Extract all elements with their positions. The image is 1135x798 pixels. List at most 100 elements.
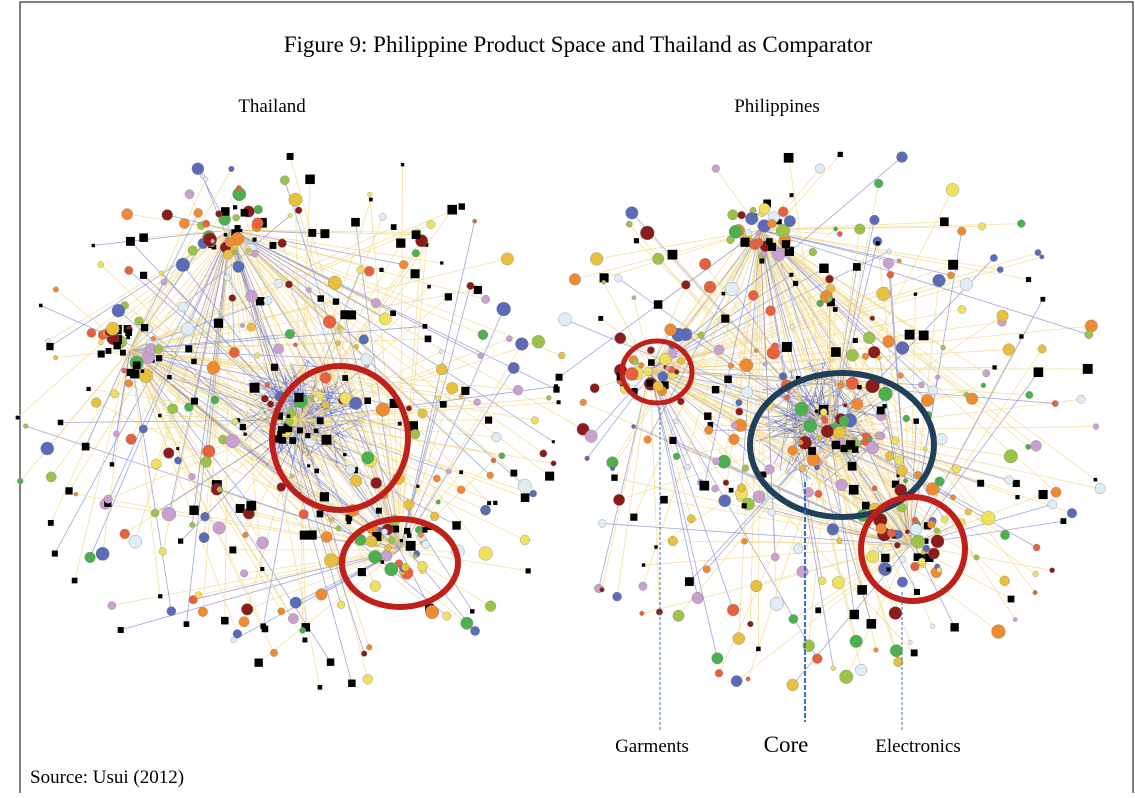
network-node [202,445,215,458]
network-node [935,477,944,486]
network-node [687,515,695,523]
network-node [784,153,794,163]
network-node [933,274,946,287]
network-node [379,214,386,221]
network-node [74,492,78,496]
network-node [306,287,311,292]
network-node [669,437,676,444]
network-node [327,658,334,665]
network-node [887,271,894,278]
network-node [16,416,20,420]
network-node [1026,391,1033,398]
network-node [833,227,837,231]
network-node [598,316,603,321]
network-node [863,332,875,344]
network-node [793,544,803,554]
network-node [125,266,133,274]
network-node [903,415,910,422]
network-node [278,426,286,434]
network-node [632,296,636,300]
network-node [58,420,64,426]
network-node [274,279,282,287]
network-node [912,517,918,523]
network-node [928,548,939,559]
network-node [347,520,351,524]
network-node [48,520,54,526]
network-node [151,509,159,517]
network-node [357,266,365,274]
network-node [413,554,417,558]
network-node [974,555,979,560]
network-node [491,458,496,463]
network-node [98,340,103,345]
network-node [320,492,329,501]
network-node [473,219,477,223]
network-node [746,677,750,681]
network-node [508,362,519,373]
network-node [590,384,599,393]
network-node [232,419,238,425]
network-edge [127,214,230,230]
network-node [178,302,188,312]
network-node [317,417,324,424]
network-node [874,179,883,188]
network-node [699,481,709,491]
network-node [868,437,873,442]
network-node [540,450,547,457]
network-node [510,470,517,477]
network-node [91,398,101,408]
network-node [798,440,803,445]
network-node [351,218,360,227]
network-node [211,239,215,243]
network-node [808,447,816,455]
network-node [233,629,242,638]
network-node [715,669,723,677]
network-node [728,363,734,369]
network-node [647,346,654,353]
network-node [376,403,390,417]
network-node [108,602,116,610]
network-node [493,501,497,505]
network-node [698,332,705,339]
network-node [846,349,858,361]
network-node [388,537,395,544]
network-node [712,386,719,393]
network-node [158,594,162,598]
network-node [305,175,315,185]
network-node [440,261,443,264]
network-node [896,341,909,354]
network-node [194,208,203,217]
network-node [328,276,342,290]
network-node [771,343,778,350]
network-node [937,567,942,572]
network-node [827,296,833,302]
network-node [914,292,917,295]
network-node [977,480,984,487]
network-node [804,419,817,432]
network-node [981,383,986,388]
network-node [485,417,492,424]
network-node [335,341,340,346]
network-node [905,529,910,534]
network-node [815,490,822,497]
network-node [125,379,133,387]
network-node [287,153,294,160]
network-node [782,342,792,352]
network-node [447,205,457,215]
network-node [723,480,729,486]
network-node [886,567,890,571]
network-node [531,417,538,424]
network-node [269,242,276,249]
network-node [877,287,891,301]
network-node [728,210,738,220]
network-node [482,295,490,303]
network-node [934,528,940,534]
network-node [741,387,752,398]
network-node [110,462,114,466]
network-node [96,547,109,560]
network-node [479,547,493,561]
network-node [439,350,443,354]
network-node [1004,450,1018,464]
network-node [997,310,1009,322]
